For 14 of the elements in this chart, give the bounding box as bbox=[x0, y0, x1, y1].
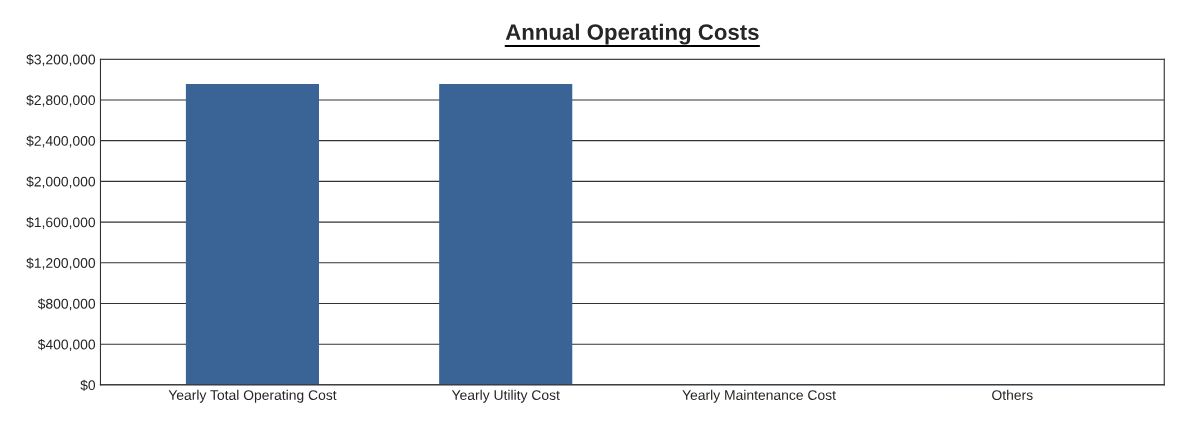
y-tick-label: $2,400,000 bbox=[26, 135, 96, 148]
y-tick-label: $0 bbox=[80, 379, 96, 391]
x-tick-label: Yearly Utility Cost bbox=[451, 389, 560, 403]
y-tick-label: $2,000,000 bbox=[26, 176, 96, 189]
chart-title: Annual Operating Costs bbox=[505, 23, 759, 45]
x-tick-label: Yearly Total Operating Cost bbox=[168, 389, 337, 403]
x-tick-label: Others bbox=[992, 389, 1033, 400]
y-tick-label: $1,600,000 bbox=[26, 216, 96, 229]
y-tick-label: $400,000 bbox=[37, 338, 96, 352]
y-tick-label: $800,000 bbox=[37, 298, 96, 311]
y-tick-label: $1,200,000 bbox=[26, 257, 96, 270]
y-tick-label: $2,800,000 bbox=[26, 94, 96, 107]
x-tick-label: Yearly Maintenance Cost bbox=[682, 389, 836, 403]
y-tick-label: $3,200,000 bbox=[26, 53, 96, 67]
